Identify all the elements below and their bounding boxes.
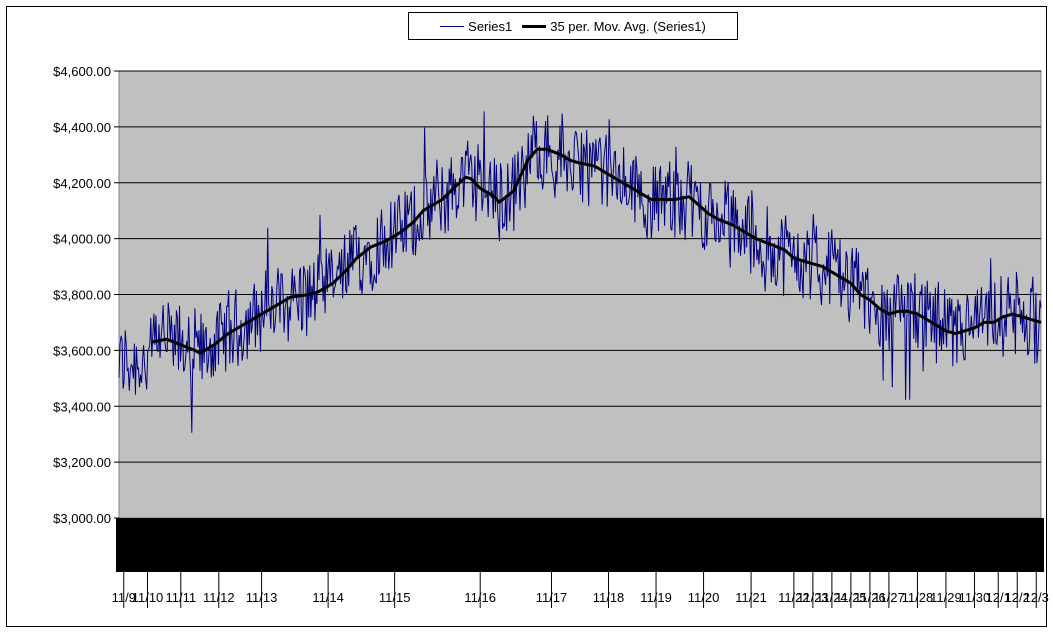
x-tick-label: 11/14 (312, 590, 344, 605)
x-tick-label: 12/1 (986, 590, 1011, 605)
x-tick-label: 11/19 (640, 590, 672, 605)
x-tick-label: 11/24 (816, 590, 848, 605)
x-tick-label: 11/13 (246, 590, 278, 605)
x-tick-label: 12/2 (1005, 590, 1030, 605)
x-tick-label: 11/15 (379, 590, 411, 605)
x-tick-label: 11/12 (203, 590, 235, 605)
x-tick-label: 11/16 (464, 590, 496, 605)
x-tick-label: 11/17 (536, 590, 568, 605)
x-tick-label: 11/23 (797, 590, 829, 605)
legend-swatch-series1 (440, 25, 465, 27)
x-tick-label: 11/29 (930, 590, 962, 605)
x-tick-label: 11/26 (854, 590, 886, 605)
x-tick-label: 11/27 (873, 590, 905, 605)
y-tick-label: $3,800.00 (53, 288, 111, 303)
x-tick-label: 11/28 (902, 590, 934, 605)
y-tick-label: $3,400.00 (53, 399, 111, 414)
x-tick-label: 11/30 (959, 590, 991, 605)
legend-item-moving-average: 35 per. Mov. Avg. (Series1) (522, 19, 706, 34)
chart-legend: Series1 35 per. Mov. Avg. (Series1) (408, 12, 738, 40)
x-tick-label: 12/3 (1024, 590, 1049, 605)
y-tick-label: $4,600.00 (53, 64, 111, 79)
x-tick-label: 11/20 (688, 590, 720, 605)
y-tick-label: $3,000.00 (53, 511, 111, 526)
legend-item-series1: Series1 (440, 19, 512, 34)
x-tick-label: 11/11 (165, 590, 196, 605)
series1-line (118, 111, 1042, 433)
x-tick-label: 11/10 (132, 590, 164, 605)
y-tick-label: $4,000.00 (53, 232, 111, 247)
x-tick-label: 11/18 (593, 590, 625, 605)
x-tick-label: 11/25 (835, 590, 867, 605)
legend-swatch-moving-average (522, 24, 547, 28)
y-tick-label: $3,200.00 (53, 455, 111, 470)
y-tick-label: $4,400.00 (53, 120, 111, 135)
y-tick-label: $4,200.00 (53, 176, 111, 191)
moving-average-line (152, 147, 1042, 355)
y-tick-label: $3,600.00 (53, 343, 111, 358)
x-tick-label: 11/21 (735, 590, 767, 605)
x-axis-label-band (116, 518, 1044, 572)
legend-label-series1: Series1 (468, 18, 513, 34)
legend-label-moving-average: 35 per. Mov. Avg. (Series1) (550, 18, 706, 34)
x-tick-label: 11/22 (778, 590, 810, 605)
x-tick-label: 11/9 (112, 590, 136, 605)
